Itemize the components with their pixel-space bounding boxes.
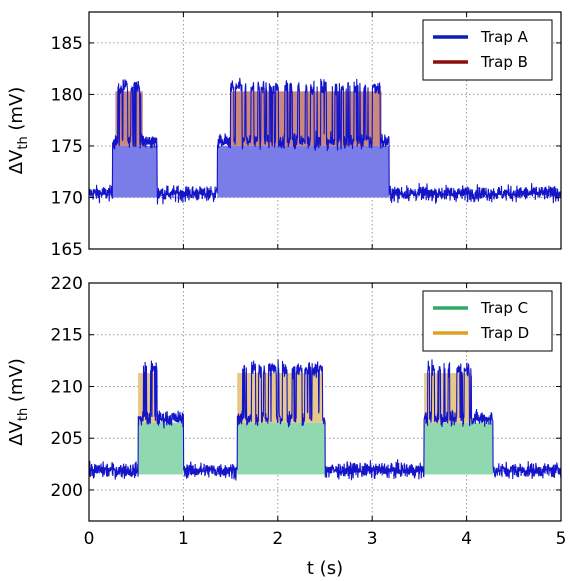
y-tick-label: 170 bbox=[51, 188, 83, 208]
y-axis-title: ΔVth (mV) bbox=[6, 87, 31, 175]
y-axis-title: ΔVth (mV) bbox=[6, 358, 31, 446]
x-tick-label: 4 bbox=[461, 529, 472, 549]
trap-fill-trap-c bbox=[424, 422, 494, 475]
x-axis-title: t (s) bbox=[307, 558, 343, 579]
trap-fill-trap-a bbox=[217, 145, 390, 198]
legend: Trap C Trap D bbox=[422, 290, 553, 352]
y-tick-label: 215 bbox=[51, 326, 83, 346]
legend-label: Trap D bbox=[480, 324, 529, 342]
x-tick-label: 3 bbox=[367, 529, 378, 549]
x-tick-label: 5 bbox=[556, 529, 567, 549]
y-tick-label: 180 bbox=[51, 85, 83, 105]
bottom-panel: 0 1 2 3 4 5 200 205 210 215 220 ΔVth (mV) t (s) Trap … bbox=[6, 274, 566, 579]
signal-trace bbox=[89, 77, 561, 205]
plot-frame bbox=[88, 11, 562, 250]
top-panel: 165 170 175 180 185 ΔVth (mV) Trap A Trap B bbox=[6, 11, 562, 260]
plot-frame bbox=[88, 282, 562, 522]
x-tick-label: 1 bbox=[178, 529, 189, 549]
y-tick-label: 210 bbox=[51, 377, 83, 397]
y-tick-label: 165 bbox=[51, 240, 83, 260]
trap-fill-trap-c bbox=[237, 422, 325, 475]
y-tick-label: 175 bbox=[51, 137, 83, 157]
legend-label: Trap C bbox=[480, 299, 528, 317]
legend-box bbox=[422, 19, 553, 81]
trap-fill-trap-a bbox=[112, 145, 157, 198]
x-tick-label: 2 bbox=[272, 529, 283, 549]
y-tick-label: 205 bbox=[51, 429, 83, 449]
x-tick-label: 0 bbox=[84, 529, 95, 549]
y-tick-label: 185 bbox=[51, 34, 83, 54]
legend: Trap A Trap B bbox=[422, 19, 553, 81]
signal-trace bbox=[89, 359, 561, 481]
ticks: 165 170 175 180 185 bbox=[51, 12, 562, 260]
y-tick-label: 200 bbox=[51, 481, 83, 501]
legend-label: Trap A bbox=[480, 28, 529, 46]
ticks: 0 1 2 3 4 5 200 205 210 215 220 bbox=[51, 274, 567, 549]
trap-fill-trap-c bbox=[138, 422, 184, 475]
y-tick-label: 220 bbox=[51, 274, 83, 294]
legend-box bbox=[422, 290, 553, 352]
legend-label: Trap B bbox=[480, 53, 528, 71]
